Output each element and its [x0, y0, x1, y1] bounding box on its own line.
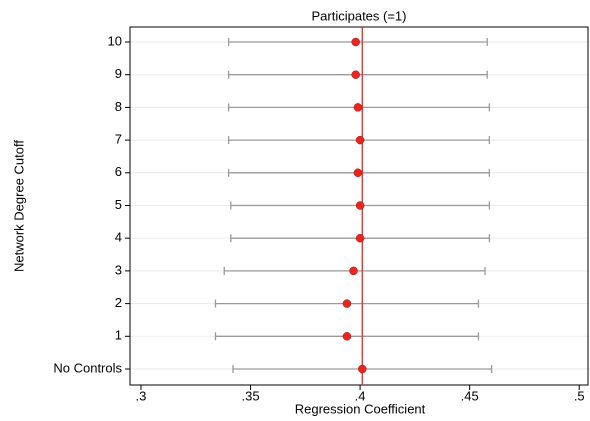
x-tick-label: .45 [461, 388, 479, 403]
point [342, 332, 352, 341]
point [351, 37, 360, 47]
chart-title: Participates (=1) [311, 8, 406, 23]
y-tick-label: 9 [115, 66, 122, 81]
x-tick-label: .3 [136, 388, 147, 403]
y-tick-label: 3 [115, 262, 122, 277]
point [355, 201, 365, 210]
plot-frame [129, 26, 589, 386]
point [351, 70, 360, 79]
y-tick-label: 5 [115, 197, 122, 212]
point [358, 364, 367, 374]
x-tick-label: .5 [574, 388, 585, 403]
y-axis-label: Network Degree Cutoff [11, 140, 26, 272]
y-tick-label: 4 [115, 230, 122, 245]
y-tick-label: 7 [115, 132, 122, 147]
point [349, 266, 358, 276]
x-tick-label: .35 [241, 388, 259, 403]
x-axis-label: Regression Coefficient [295, 401, 426, 416]
point [353, 103, 363, 112]
point [342, 299, 352, 308]
point [353, 168, 363, 178]
y-tick-label: 8 [115, 99, 122, 114]
y-tick-label: 6 [115, 164, 122, 179]
x-tick-label: .4 [355, 388, 366, 403]
y-tick-label: 1 [115, 328, 122, 343]
y-tick-label: 2 [115, 295, 122, 310]
point [355, 233, 365, 243]
y-tick-label: No Controls [53, 360, 122, 375]
y-tick-label: 10 [108, 33, 122, 48]
point [355, 135, 365, 145]
